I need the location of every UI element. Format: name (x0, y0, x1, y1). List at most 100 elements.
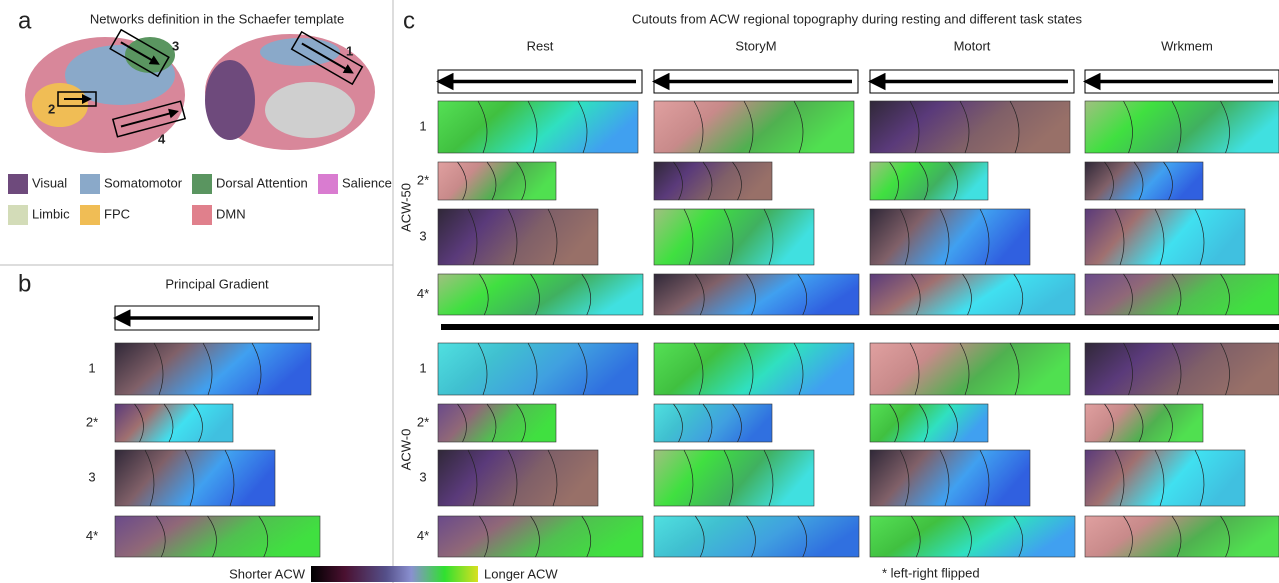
parcel-border (224, 449, 235, 507)
cutout-image (869, 273, 1076, 316)
region-box (109, 28, 170, 78)
parcel-border (1220, 273, 1230, 316)
parcel-border (910, 273, 921, 316)
panel-letter: b (18, 270, 31, 297)
legend-label: Dorsal Attention (216, 175, 308, 190)
brain-region (265, 82, 355, 138)
parcel-border (743, 100, 754, 154)
parcel-border (457, 403, 467, 443)
parcel-border (918, 403, 929, 443)
parcel-border (918, 161, 929, 201)
cutout-image (437, 449, 599, 507)
parcel-border (1171, 100, 1182, 154)
parcel-border (577, 100, 588, 154)
cutout-image (1084, 208, 1246, 266)
region-arrow (301, 42, 354, 74)
parcel-border (763, 449, 774, 507)
footnote: * left-right flipped (882, 565, 980, 580)
panel-letter: c (403, 7, 415, 34)
parcel-border (683, 208, 694, 266)
parcel-border (1163, 403, 1173, 443)
parcel-border (1104, 161, 1114, 201)
parcel-border (507, 449, 518, 507)
brain-region (260, 38, 340, 66)
region-label: 1 (346, 43, 353, 58)
cutout-image (869, 161, 989, 201)
row-label: 2* (417, 172, 429, 187)
parcel-border (155, 515, 166, 558)
region-arrow (120, 41, 160, 65)
parcel-border (1163, 161, 1173, 201)
parcel-border (581, 515, 592, 558)
parcel-border (723, 208, 734, 266)
parcel-border (962, 273, 972, 316)
parcel-border (1123, 342, 1133, 396)
parcel-border (793, 342, 804, 396)
parcel-border (516, 403, 526, 443)
legend-label: Visual (32, 175, 67, 190)
parcel-border (1220, 342, 1230, 396)
cutout-image (653, 342, 855, 396)
cutout-image (1084, 161, 1204, 201)
brain-region (125, 37, 175, 73)
parcel-border (530, 273, 540, 316)
legend-swatch (192, 174, 212, 194)
parcel-border (258, 515, 269, 558)
parcel-border (1154, 208, 1165, 266)
parcel-border (793, 100, 804, 154)
parcel-border (163, 403, 174, 443)
cutout-image (869, 403, 989, 443)
group-label: ACW-50 (398, 183, 413, 232)
cutout-image (653, 449, 815, 507)
cutout-image (1084, 273, 1279, 316)
parcel-border (467, 208, 478, 266)
cutout-image (653, 100, 855, 154)
parcel-border (1123, 273, 1133, 316)
parcel-border (939, 449, 950, 507)
parcel-border (693, 100, 704, 154)
row-label: 4* (417, 528, 429, 543)
panel-title: Cutouts from ACW regional topography dur… (632, 11, 1082, 26)
parcel-border (797, 515, 808, 558)
parcel-border (743, 342, 754, 396)
parcel-border (477, 100, 488, 154)
parcel-border (1220, 100, 1230, 154)
parcel-border (1104, 403, 1114, 443)
cutout-image (869, 100, 1071, 154)
cutout-image (114, 449, 276, 507)
cutout-image (114, 342, 312, 396)
row-label: 1 (419, 360, 426, 375)
column-label: StoryM (735, 38, 776, 53)
cutout-image (869, 342, 1071, 396)
row-label: 4* (417, 286, 429, 301)
cutout-image (437, 208, 599, 266)
legend-swatch (80, 174, 100, 194)
row-label: 3 (88, 469, 95, 484)
region-outline (109, 28, 170, 78)
colorbar-low-label: Shorter ACW (229, 566, 306, 581)
column-label: Rest (527, 38, 554, 53)
cutout-image (437, 515, 644, 558)
region-outline (111, 100, 187, 138)
parcel-border (910, 515, 921, 558)
parcel-border (889, 403, 899, 443)
panel-title: Networks definition in the Schaefer temp… (90, 11, 344, 26)
cutout-image (653, 403, 773, 443)
parcel-border (1171, 342, 1182, 396)
cutout-image (437, 100, 639, 154)
cutout-image (653, 515, 860, 558)
parcel-border (530, 515, 540, 558)
parcel-border (979, 208, 990, 266)
parcel-border (948, 161, 958, 201)
parcel-border (1154, 449, 1165, 507)
legend-label: DMN (216, 206, 246, 221)
region-label: 2 (48, 101, 55, 116)
parcel-border (207, 515, 217, 558)
row-label: 2* (86, 414, 98, 429)
row-label: 2* (417, 414, 429, 429)
region-label: 4 (158, 131, 166, 146)
group-label: ACW-0 (398, 429, 413, 471)
colorbar (311, 566, 478, 582)
parcel-border (673, 403, 683, 443)
parcel-border (732, 403, 742, 443)
